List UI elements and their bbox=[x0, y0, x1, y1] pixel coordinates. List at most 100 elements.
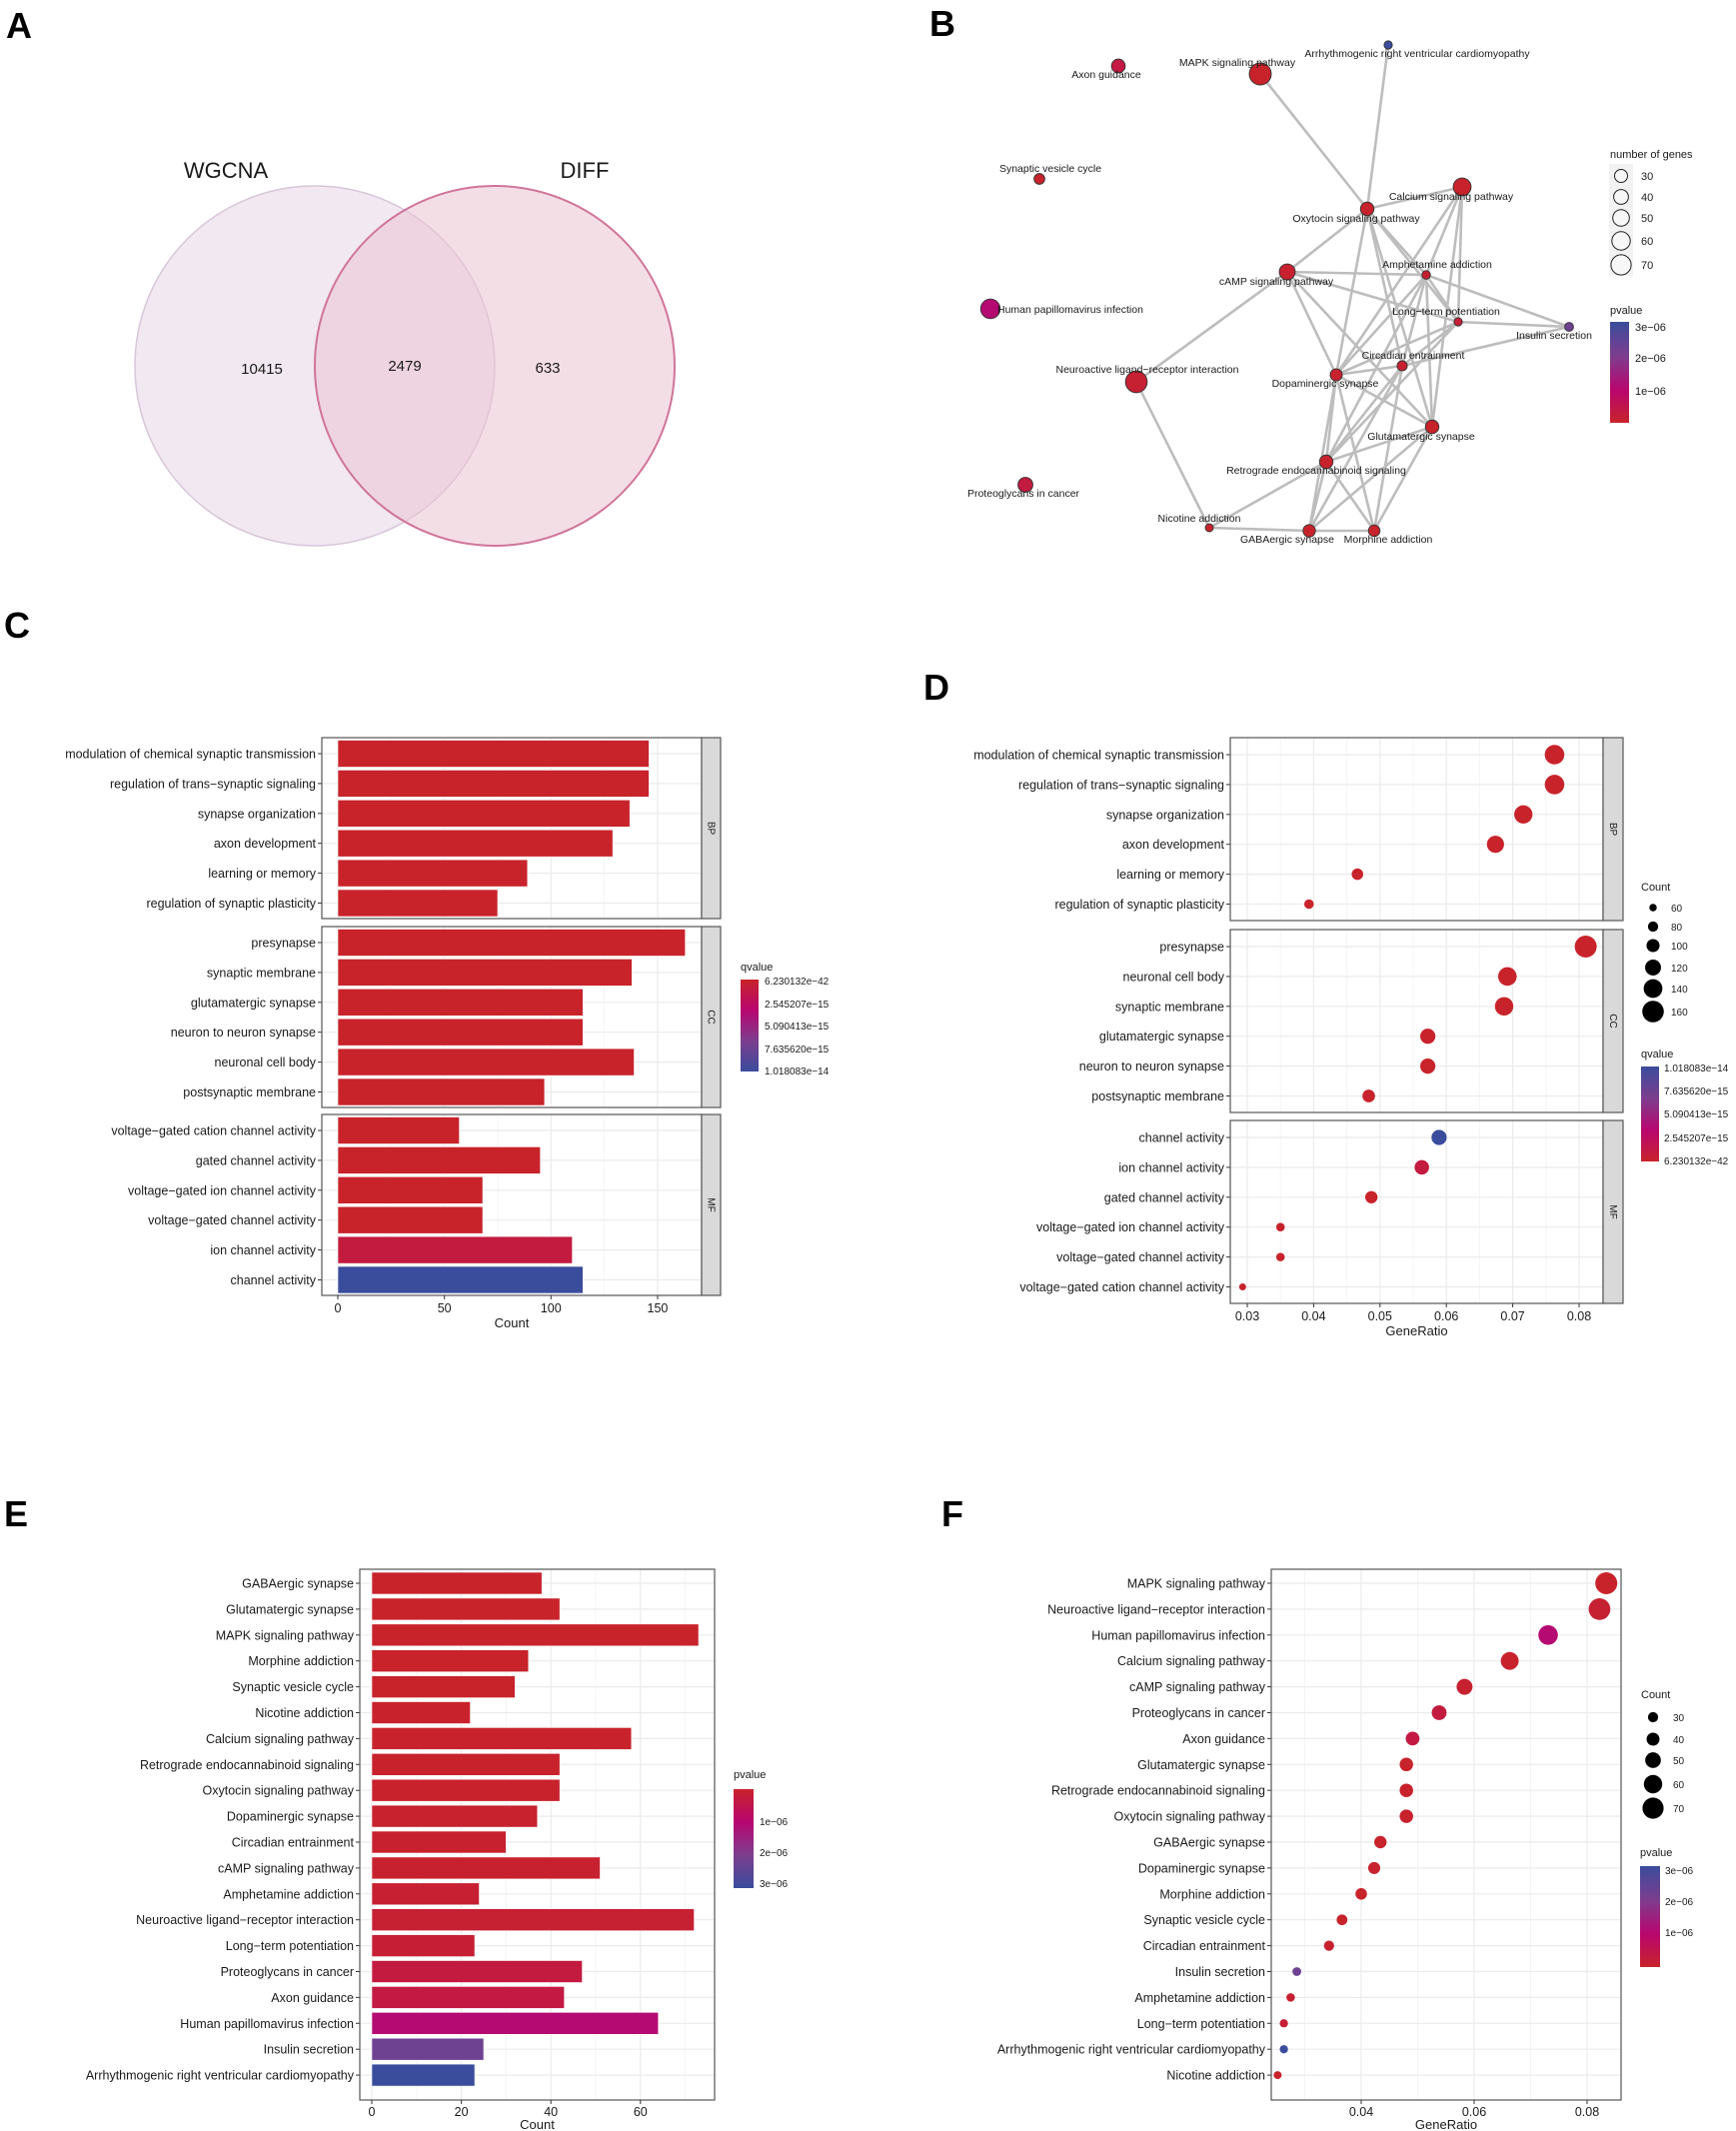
size-legend-label: 60 bbox=[1641, 236, 1653, 248]
y-tick-label: Proteoglycans in cancer bbox=[221, 1965, 354, 1979]
dot bbox=[1399, 1783, 1413, 1797]
network-edge bbox=[1135, 270, 1288, 384]
bar bbox=[337, 1205, 484, 1234]
bar bbox=[337, 1048, 635, 1076]
network-edge bbox=[1307, 461, 1328, 532]
y-tick-label: axon development bbox=[1122, 838, 1225, 852]
dot bbox=[1420, 1058, 1436, 1074]
bar bbox=[371, 1908, 695, 1931]
y-tick-label: gated channel activity bbox=[1104, 1190, 1225, 1204]
x-tick-label: 0.03 bbox=[1235, 1309, 1259, 1323]
color-legend-title: pvalue bbox=[1640, 1847, 1672, 1859]
panel-label-d: D bbox=[923, 667, 949, 708]
y-tick-label: Axon guidance bbox=[271, 1991, 354, 2005]
network-node-label: Dopaminergic synapse bbox=[1272, 378, 1379, 390]
x-tick-label: 0.04 bbox=[1349, 2105, 1373, 2119]
network-edge bbox=[1401, 325, 1570, 368]
network-node bbox=[1329, 368, 1343, 382]
dot bbox=[1431, 1129, 1447, 1145]
color-legend-label: 1e−06 bbox=[1635, 386, 1666, 398]
dot bbox=[1405, 1731, 1420, 1746]
network-node bbox=[1248, 62, 1272, 86]
color-legend-label: 1e−06 bbox=[1665, 1928, 1694, 1939]
bar bbox=[371, 2037, 485, 2061]
bar bbox=[337, 859, 529, 888]
venn-count-wgcna-only: 10415 bbox=[241, 361, 283, 378]
dot bbox=[1374, 1835, 1387, 1849]
size-legend-dot bbox=[1645, 1752, 1661, 1768]
network-node-label: Synaptic vesicle cycle bbox=[999, 163, 1101, 175]
x-tick-label: 0.06 bbox=[1462, 2105, 1486, 2119]
network-node-label: Insulin secretion bbox=[1516, 330, 1592, 342]
bar bbox=[337, 1116, 460, 1144]
dot bbox=[1420, 1029, 1436, 1045]
dot bbox=[1574, 936, 1597, 958]
facet-panel-bp bbox=[322, 738, 702, 919]
panel-label-b: B bbox=[929, 3, 955, 44]
color-legend-label: 2e−06 bbox=[1635, 353, 1666, 365]
y-tick-label: GABAergic synapse bbox=[242, 1577, 354, 1591]
color-legend-label: 3e−06 bbox=[1635, 322, 1666, 334]
network-node bbox=[1383, 40, 1393, 50]
y-tick-label: learning or memory bbox=[208, 867, 316, 881]
bar bbox=[337, 799, 631, 828]
y-tick-label: channel activity bbox=[1139, 1131, 1225, 1145]
color-legend-bar bbox=[1640, 1866, 1660, 1967]
y-tick-label: voltage−gated ion channel activity bbox=[1036, 1220, 1225, 1234]
color-legend-label: 1.018083e−14 bbox=[1664, 1064, 1729, 1074]
color-legend-title: pvalue bbox=[734, 1769, 766, 1781]
network-node-label: Morphine addiction bbox=[1344, 534, 1433, 546]
network-node bbox=[1204, 523, 1214, 533]
dot bbox=[1544, 745, 1565, 765]
x-tick-label: 0.08 bbox=[1575, 2105, 1599, 2119]
dot bbox=[1595, 1572, 1618, 1594]
size-legend-label: 70 bbox=[1673, 1804, 1685, 1815]
y-tick-label: Arrhythmogenic right ventricular cardiom… bbox=[86, 2069, 355, 2083]
network-node bbox=[1033, 173, 1045, 185]
network-node-label: Retrograde endocannabinoid signaling bbox=[1226, 465, 1406, 477]
network-node-label: Axon guidance bbox=[1071, 69, 1141, 81]
network-node bbox=[1318, 454, 1334, 470]
x-tick-label: 0 bbox=[369, 2105, 376, 2119]
size-legend-label: 60 bbox=[1673, 1780, 1685, 1791]
facet-strip-label: CC bbox=[706, 1010, 717, 1024]
y-tick-label: modulation of chemical synaptic transmis… bbox=[65, 748, 316, 762]
network-edge bbox=[1335, 373, 1433, 429]
network-edge bbox=[1324, 461, 1376, 532]
y-tick-label: Dopaminergic synapse bbox=[1138, 1861, 1265, 1875]
y-tick-label: regulation of synaptic plasticity bbox=[1054, 898, 1224, 912]
network-node bbox=[1110, 58, 1126, 74]
y-tick-label: voltage−gated ion channel activity bbox=[128, 1183, 317, 1197]
bar bbox=[337, 1265, 584, 1294]
y-tick-label: voltage−gated channel activity bbox=[1056, 1250, 1225, 1264]
size-legend-dot bbox=[1647, 921, 1659, 933]
bar bbox=[337, 1077, 546, 1106]
color-legend-bar bbox=[1641, 1066, 1659, 1161]
network-node bbox=[1124, 370, 1148, 394]
size-legend-circle bbox=[1610, 254, 1632, 276]
x-tick-label: 0 bbox=[335, 1301, 342, 1315]
size-legend-dot bbox=[1646, 1732, 1660, 1746]
bar bbox=[337, 1176, 484, 1204]
network-edge bbox=[1424, 186, 1464, 276]
y-tick-label: neuronal cell body bbox=[215, 1056, 317, 1069]
bar bbox=[371, 2012, 660, 2035]
color-legend-bar bbox=[741, 980, 759, 1071]
size-legend-label: 40 bbox=[1673, 1735, 1685, 1746]
bar bbox=[371, 1597, 561, 1621]
x-axis-title: GeneRatio bbox=[1385, 1323, 1447, 1338]
size-legend-label: 40 bbox=[1641, 192, 1653, 204]
y-tick-label: Insulin secretion bbox=[264, 2043, 354, 2057]
y-tick-label: modulation of chemical synaptic transmis… bbox=[973, 749, 1224, 763]
panel-label-c: C bbox=[4, 605, 30, 646]
dot bbox=[1367, 1861, 1381, 1874]
facet-strip-bp bbox=[701, 737, 722, 920]
y-tick-label: glutamatergic synapse bbox=[1099, 1030, 1224, 1044]
y-tick-label: GABAergic synapse bbox=[1153, 1836, 1265, 1850]
network-edge bbox=[1286, 207, 1368, 274]
y-tick-label: MAPK signaling pathway bbox=[216, 1628, 355, 1642]
y-tick-label: Calcium signaling pathway bbox=[206, 1732, 355, 1746]
facet-strip-label: MF bbox=[706, 1197, 717, 1211]
dot bbox=[1399, 1809, 1413, 1823]
y-tick-label: channel activity bbox=[231, 1273, 317, 1287]
